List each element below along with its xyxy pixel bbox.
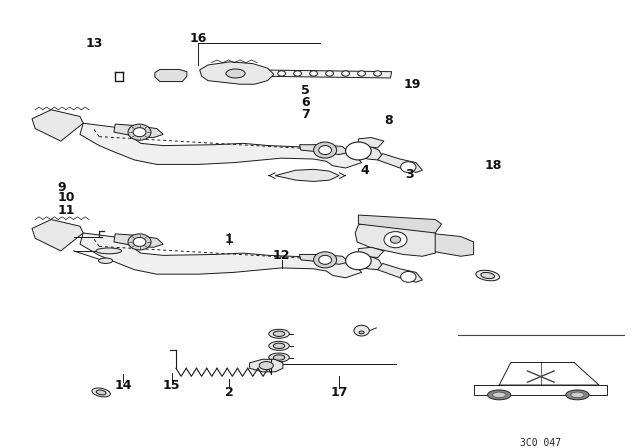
Text: 14: 14 bbox=[114, 379, 132, 392]
Polygon shape bbox=[114, 234, 163, 247]
Circle shape bbox=[294, 71, 301, 76]
Text: 12: 12 bbox=[273, 249, 291, 262]
Ellipse shape bbox=[273, 355, 285, 360]
Circle shape bbox=[326, 71, 333, 76]
Ellipse shape bbox=[226, 69, 245, 78]
Polygon shape bbox=[32, 220, 83, 251]
Text: 10: 10 bbox=[58, 190, 75, 204]
Circle shape bbox=[354, 325, 369, 336]
Ellipse shape bbox=[96, 390, 106, 395]
Circle shape bbox=[319, 146, 332, 155]
Text: 1: 1 bbox=[225, 233, 234, 246]
Text: 15: 15 bbox=[163, 379, 180, 392]
Circle shape bbox=[128, 124, 151, 140]
Text: 13: 13 bbox=[86, 37, 104, 51]
Polygon shape bbox=[253, 70, 392, 78]
Text: 6: 6 bbox=[301, 95, 309, 109]
Polygon shape bbox=[80, 123, 362, 168]
Polygon shape bbox=[378, 263, 422, 282]
Ellipse shape bbox=[269, 329, 289, 338]
Text: 18: 18 bbox=[484, 159, 502, 172]
Polygon shape bbox=[378, 154, 422, 172]
Text: 19: 19 bbox=[403, 78, 420, 91]
Circle shape bbox=[346, 252, 371, 270]
Polygon shape bbox=[300, 145, 349, 155]
Polygon shape bbox=[114, 124, 163, 138]
Text: 7: 7 bbox=[301, 108, 310, 121]
Circle shape bbox=[390, 236, 401, 243]
Circle shape bbox=[262, 71, 269, 76]
Text: 8: 8 bbox=[384, 113, 392, 127]
Polygon shape bbox=[435, 234, 474, 256]
Polygon shape bbox=[250, 359, 283, 372]
Ellipse shape bbox=[269, 341, 289, 350]
Circle shape bbox=[346, 142, 371, 160]
Circle shape bbox=[401, 271, 416, 282]
Ellipse shape bbox=[96, 248, 122, 254]
Polygon shape bbox=[358, 138, 384, 148]
Polygon shape bbox=[351, 255, 383, 270]
Text: 3: 3 bbox=[405, 168, 414, 181]
Ellipse shape bbox=[359, 331, 364, 334]
Polygon shape bbox=[358, 247, 384, 258]
Text: 4: 4 bbox=[360, 164, 369, 177]
Ellipse shape bbox=[99, 258, 113, 263]
Polygon shape bbox=[32, 110, 83, 141]
Circle shape bbox=[278, 71, 285, 76]
Circle shape bbox=[310, 71, 317, 76]
Ellipse shape bbox=[269, 353, 289, 362]
Polygon shape bbox=[275, 169, 339, 181]
Text: 5: 5 bbox=[301, 84, 310, 97]
Text: 17: 17 bbox=[330, 385, 348, 399]
Polygon shape bbox=[300, 254, 349, 264]
Ellipse shape bbox=[481, 272, 495, 279]
Circle shape bbox=[401, 162, 416, 172]
Text: 2: 2 bbox=[225, 385, 234, 399]
Circle shape bbox=[133, 237, 146, 246]
Polygon shape bbox=[355, 222, 438, 256]
Polygon shape bbox=[200, 62, 274, 84]
Ellipse shape bbox=[92, 388, 110, 397]
Polygon shape bbox=[80, 233, 362, 278]
Circle shape bbox=[342, 71, 349, 76]
Polygon shape bbox=[155, 69, 187, 82]
Ellipse shape bbox=[259, 362, 273, 370]
Circle shape bbox=[384, 232, 407, 248]
Circle shape bbox=[128, 234, 151, 250]
Circle shape bbox=[358, 71, 365, 76]
Circle shape bbox=[319, 255, 332, 264]
Text: 9: 9 bbox=[58, 181, 66, 194]
Ellipse shape bbox=[273, 331, 285, 336]
Ellipse shape bbox=[273, 343, 285, 349]
Polygon shape bbox=[351, 146, 383, 160]
Text: 11: 11 bbox=[58, 204, 75, 217]
Circle shape bbox=[133, 128, 146, 137]
Text: 16: 16 bbox=[189, 31, 207, 45]
Circle shape bbox=[314, 252, 337, 268]
Text: 3C0 047: 3C0 047 bbox=[520, 438, 561, 448]
Circle shape bbox=[374, 71, 381, 76]
Ellipse shape bbox=[476, 270, 500, 281]
Polygon shape bbox=[358, 215, 442, 233]
Circle shape bbox=[314, 142, 337, 158]
